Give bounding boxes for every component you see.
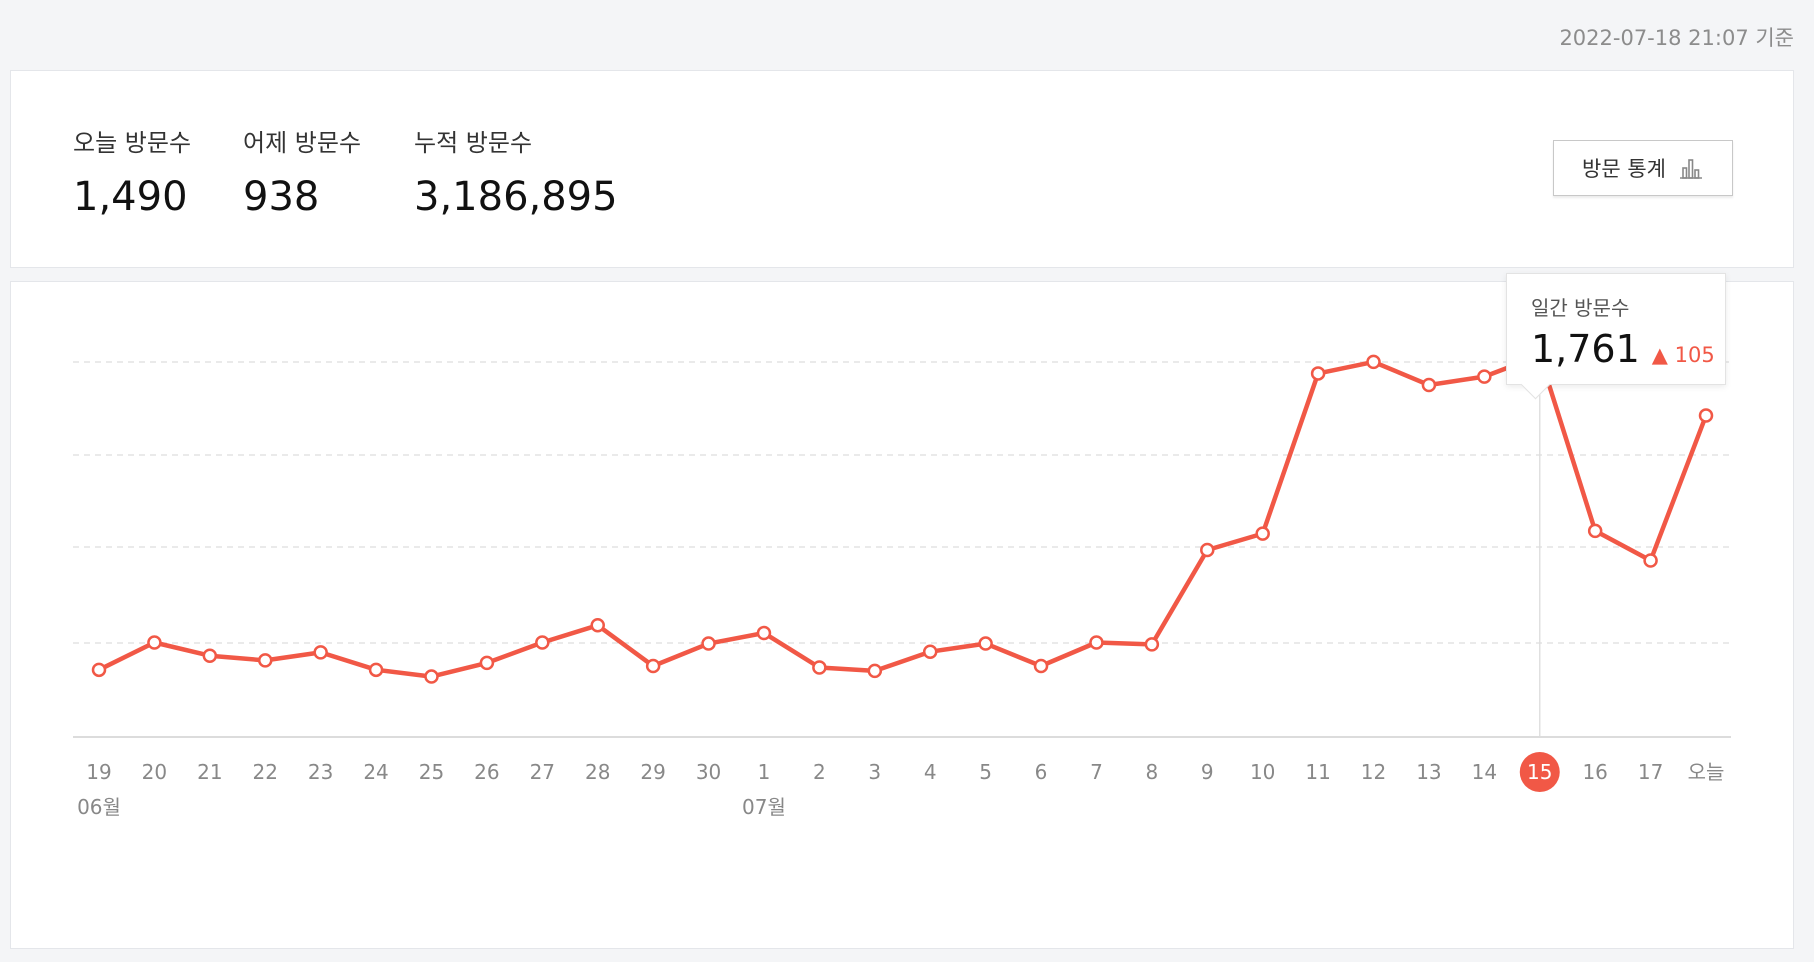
x-tick-label: 오늘 [1688, 760, 1725, 784]
total-visits-label: 누적 방문수 [414, 129, 533, 157]
data-point [257, 653, 273, 668]
x-tick-label: 26 [474, 760, 499, 784]
data-point [424, 669, 439, 684]
x-tick-label: 24 [363, 760, 388, 784]
data-point [756, 625, 772, 641]
x-tick-label: 17 [1638, 760, 1663, 784]
data-point [1255, 526, 1270, 541]
yesterday-visits-stat: 어제 방문수 938 [243, 123, 361, 220]
x-tick-label: 13 [1416, 760, 1441, 784]
x-tick-label: 28 [585, 760, 610, 784]
yesterday-visits-label: 어제 방문수 [243, 129, 362, 157]
data-point [645, 658, 661, 674]
yesterday-visits-value: 938 [243, 174, 320, 220]
data-point [922, 644, 938, 659]
data-point [701, 636, 716, 651]
triangle-up-icon: ▲ [1651, 343, 1668, 367]
data-point [1477, 369, 1492, 384]
data-point [368, 662, 384, 678]
visit-stats-button[interactable]: 방문 통계 [1553, 140, 1733, 196]
x-month-label: 06월 [77, 795, 121, 819]
data-point [1033, 658, 1049, 674]
data-point [479, 655, 495, 671]
x-tick-label: 12 [1361, 760, 1386, 784]
x-tick-label: 20 [142, 760, 167, 784]
x-tick-label: 4 [924, 760, 937, 784]
data-point [1366, 354, 1381, 370]
x-tick-label: 15 [1527, 760, 1552, 784]
tooltip-value-row: 1,761 ▲ 105 [1531, 327, 1725, 371]
data-point [867, 663, 883, 679]
x-tick-label: 23 [308, 760, 333, 784]
timestamp: 2022-07-18 21:07 기준 [1559, 26, 1794, 50]
data-point [1643, 553, 1658, 568]
data-point [535, 635, 550, 650]
total-visits-value: 3,186,895 [414, 174, 618, 220]
chart-card: 19 20 21 22 23 24 25 26 27 28 29 30 1 2 3 4 5 6 7 8 9 10 11 12 1… [10, 281, 1794, 949]
visit-stats-button-label: 방문 통계 [1582, 157, 1666, 181]
data-point [313, 645, 328, 660]
tooltip-delta: ▲ 105 [1652, 343, 1715, 367]
x-tick-label: 27 [530, 760, 555, 784]
data-point [202, 648, 218, 663]
series-line [96, 353, 1709, 679]
data-point [812, 660, 827, 675]
x-tick-label: 2 [813, 760, 826, 784]
data-point [147, 635, 162, 650]
x-tick-label: 11 [1305, 760, 1330, 784]
x-tick-label: 5 [979, 760, 992, 784]
x-tick-label: 29 [640, 760, 665, 784]
x-tick-label: 16 [1582, 760, 1607, 784]
x-tick-label: 10 [1250, 760, 1275, 784]
data-point [1144, 637, 1160, 652]
data-point [91, 662, 107, 678]
x-tick-label: 14 [1472, 760, 1497, 784]
daily-visits-chart: 19 20 21 22 23 24 25 26 27 28 29 30 1 2 3 4 5 6 7 8 9 10 11 12 1… [73, 347, 1731, 819]
tooltip-label: 일간 방문수 [1531, 296, 1630, 320]
data-point [1587, 523, 1603, 539]
data-point [1421, 377, 1437, 393]
today-visits-value: 1,490 [73, 174, 188, 220]
bar-chart-icon [1679, 159, 1702, 179]
x-tick-label: 8 [1145, 760, 1158, 784]
x-tick-highlight-badge [1519, 752, 1560, 792]
x-tick-label: 25 [419, 760, 444, 784]
x-tick-label: 30 [696, 760, 721, 784]
data-point [1698, 408, 1714, 423]
x-tick-label: 19 [86, 760, 111, 784]
summary-card: 오늘 방문수 1,490 어제 방문수 938 누적 방문수 3,186,895… [10, 70, 1794, 268]
data-point [1089, 635, 1104, 650]
x-tick-label: 6 [1035, 760, 1048, 784]
total-visits-stat: 누적 방문수 3,186,895 [414, 123, 618, 220]
today-visits-label: 오늘 방문수 [73, 129, 192, 157]
today-visits-stat: 오늘 방문수 1,490 [73, 123, 191, 220]
data-point [1310, 366, 1326, 381]
x-tick-label: 1 [758, 760, 771, 784]
tooltip-delta-value: 105 [1674, 343, 1715, 367]
x-tick-label: 22 [253, 760, 278, 784]
data-point [978, 636, 993, 651]
x-tick-label: 3 [868, 760, 881, 784]
data-point [1200, 542, 1215, 558]
x-month-label: 07월 [742, 795, 786, 819]
x-tick-label: 21 [197, 760, 222, 784]
x-tick-label: 7 [1090, 760, 1103, 784]
data-point [590, 618, 605, 633]
tooltip-value: 1,761 [1531, 327, 1640, 371]
daily-visits-tooltip: 일간 방문수 1,761 ▲ 105 [1506, 273, 1726, 400]
x-tick-label: 9 [1201, 760, 1214, 784]
